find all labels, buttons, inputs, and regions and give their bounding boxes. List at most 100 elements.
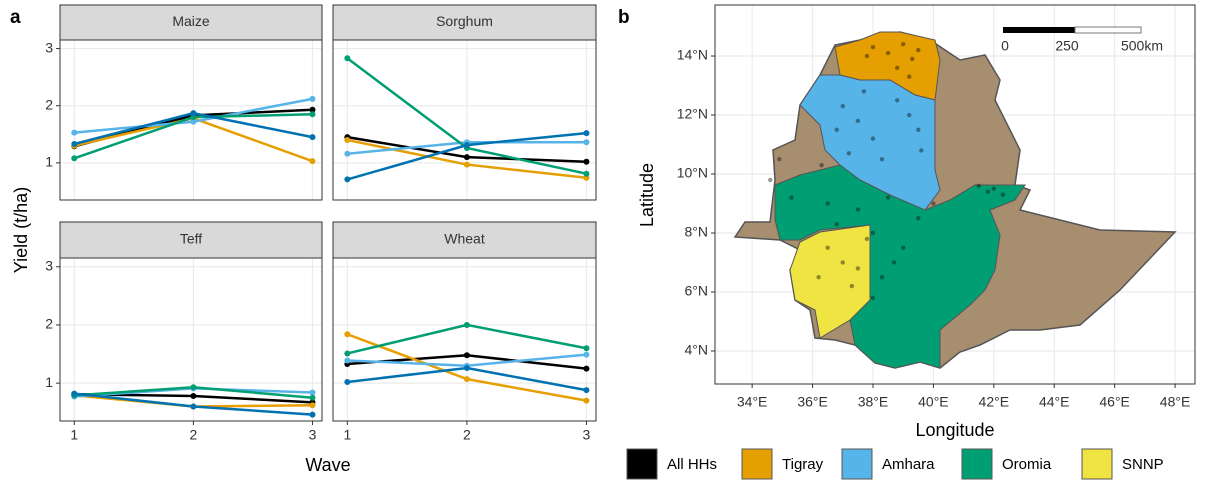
x-tick-label: 48°E: [1160, 394, 1191, 410]
series-point: [583, 345, 590, 352]
facet-strip: [332, 4, 597, 41]
household-point: [907, 74, 912, 79]
household-point: [834, 127, 839, 132]
panel-border: [59, 257, 323, 422]
map-regions: [733, 31, 1177, 369]
facet-strip: [332, 221, 597, 259]
x-tick-label: 2: [189, 427, 197, 443]
x-tick-label: 3: [583, 427, 591, 443]
region-snnp: [789, 224, 871, 339]
series-point: [344, 137, 351, 143]
y-tick-label: 3: [45, 39, 53, 55]
household-point: [916, 216, 921, 221]
legend-label: All HHs: [667, 456, 717, 473]
facet-title: Wheat: [444, 231, 485, 247]
series-point: [463, 321, 470, 328]
legend-swatch: [841, 448, 873, 480]
series-point: [71, 129, 78, 136]
household-point: [864, 236, 870, 242]
series-point: [344, 55, 351, 62]
series-point: [344, 331, 351, 338]
x-tick-label: 44°E: [1039, 394, 1070, 410]
facet-title: Maize: [172, 13, 210, 29]
series-point: [309, 394, 316, 401]
household-point: [870, 295, 876, 301]
panel-border: [332, 39, 597, 201]
legend-swatch: [741, 448, 773, 480]
household-point: [819, 162, 824, 168]
series-point: [309, 134, 316, 141]
household-point: [879, 275, 885, 280]
series-point: [583, 351, 590, 358]
panel-bg: [333, 258, 596, 421]
series-point: [309, 389, 316, 396]
household-point: [840, 260, 845, 265]
scale-bar-black: [1003, 27, 1075, 33]
series-point: [463, 376, 470, 383]
panel-border: [59, 39, 323, 201]
series-point: [309, 95, 316, 102]
y-tick-label: 2: [45, 316, 53, 332]
panel-border: [332, 257, 597, 422]
household-point: [900, 42, 906, 47]
household-point: [855, 118, 861, 124]
series-point: [309, 106, 316, 113]
household-point: [855, 266, 861, 271]
y-tick-label: 12°N: [677, 106, 708, 122]
y-tick-label: 14°N: [677, 47, 708, 63]
legend-label: Oromia: [1002, 456, 1052, 473]
panel-label: a: [10, 7, 21, 28]
facet-strip: [59, 221, 323, 259]
x-axis-label: Wave: [305, 455, 350, 475]
scale-bar-white: [1074, 26, 1142, 34]
y-axis-label: Yield (t/ha): [11, 187, 31, 273]
series-point: [583, 130, 590, 137]
x-axis-label: Longitude: [915, 420, 994, 440]
series-point: [344, 150, 351, 157]
household-point: [931, 201, 936, 206]
y-tick-label: 8°N: [685, 224, 709, 240]
household-point: [855, 207, 861, 212]
x-tick-label: 40°E: [918, 394, 949, 410]
panel-bg: [333, 40, 596, 200]
household-point: [816, 275, 821, 280]
series-point: [463, 365, 470, 372]
legend-label: Amhara: [882, 456, 935, 473]
y-tick-label: 1: [45, 374, 53, 390]
y-tick-label: 6°N: [685, 283, 709, 299]
household-point: [825, 201, 830, 206]
y-tick-label: 2: [45, 96, 53, 112]
x-tick-label: 42°E: [979, 394, 1010, 410]
series-point: [344, 350, 351, 357]
household-point: [864, 53, 870, 59]
series-point: [309, 411, 316, 418]
household-point: [834, 221, 839, 227]
household-point: [916, 127, 921, 132]
series-point: [463, 352, 470, 359]
scale-bar-label: 500km: [1121, 38, 1163, 54]
x-tick-label: 38°E: [858, 394, 889, 410]
series-point: [190, 110, 197, 117]
household-point: [777, 157, 782, 162]
series-point: [71, 155, 78, 162]
household-point: [885, 50, 891, 56]
series-point: [583, 397, 590, 404]
household-point: [825, 245, 830, 250]
x-tick-label: 2: [463, 427, 471, 443]
household-point: [1000, 192, 1006, 197]
series-point: [583, 139, 590, 146]
legend-label: SNNP: [1122, 456, 1164, 473]
facet-title: Sorghum: [436, 13, 493, 29]
series-point: [309, 111, 316, 118]
series-point: [71, 390, 78, 397]
household-point: [894, 65, 900, 71]
series-point: [344, 357, 351, 364]
legend-label: Tigray: [782, 456, 824, 473]
y-axis-label: Latitude: [637, 163, 657, 227]
legend-swatch: [961, 448, 993, 480]
household-point: [900, 245, 906, 250]
household-point: [910, 56, 915, 62]
series-point: [583, 387, 590, 394]
facet-title: Teff: [180, 231, 202, 247]
